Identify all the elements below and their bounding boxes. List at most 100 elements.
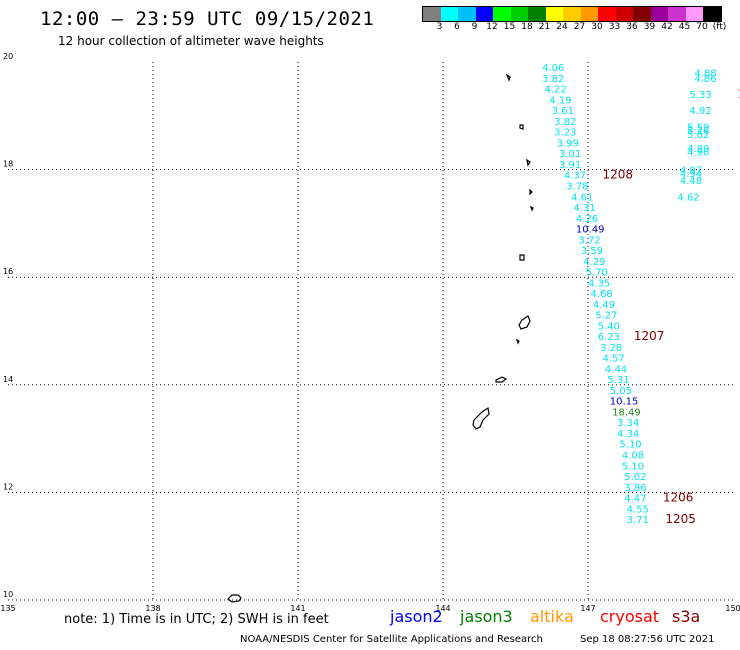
legend-label: 15 <box>503 22 516 32</box>
wave-height-value: 3.23 <box>554 128 576 139</box>
wave-height-value: 5.10 <box>622 461 644 472</box>
wave-height-value: 5.59 <box>687 122 709 133</box>
wave-height-value: 3.82 <box>554 117 576 128</box>
map-title: 12:00 – 23:59 UTC 09/15/2021 <box>40 8 375 30</box>
wave-height-value: 5.02 <box>687 130 709 141</box>
color-scale-legend <box>422 6 722 22</box>
legend-swatch <box>423 7 441 21</box>
wave-height-value: 4.57 <box>603 354 625 365</box>
wave-height-value: 5.40 <box>598 321 620 332</box>
satellite-name-s3a: s3a <box>672 607 701 626</box>
lat-tick-label: 14 <box>3 375 13 384</box>
wave-height-value: 4.86 <box>694 74 716 85</box>
wave-height-value: 4.62 <box>677 192 699 203</box>
lon-tick-label: 141 <box>290 604 305 613</box>
lon-tick-label: 150 <box>725 604 740 613</box>
legend-label: 18 <box>521 22 533 32</box>
legend-swatch <box>650 7 668 21</box>
legend-swatch <box>493 7 511 21</box>
wave-height-value: 4.68 <box>590 289 612 300</box>
legend-label: 6 <box>454 22 460 32</box>
legend-label: 70 <box>696 22 708 32</box>
credit-line: NOAA/NESDIS Center for Satellite Applica… <box>240 634 543 645</box>
lon-tick-label: 135 <box>0 604 15 613</box>
wave-height-value: 4.37 <box>564 171 586 182</box>
island-outline <box>529 188 533 196</box>
wave-height-value: 3.99 <box>557 138 579 149</box>
wave-height-value: 3.72 <box>578 235 600 246</box>
legend-swatch <box>563 7 581 21</box>
wave-height-labels: 4.063.824.224.193.613.823.233.993.013.91… <box>542 63 740 526</box>
wave-height-value: 3.82 <box>542 74 564 85</box>
wave-height-value: 5.27 <box>595 311 617 322</box>
lon-tick-label: 138 <box>145 604 160 613</box>
generation-timestamp: Sep 18 08:27:56 UTC 2021 <box>580 634 715 645</box>
wave-height-value: 4.31 <box>574 203 596 214</box>
island-outline <box>519 254 525 261</box>
legend-swatch <box>615 7 633 21</box>
wave-height-value: 4.92 <box>690 106 712 117</box>
satellite-name-jason2: jason2 <box>390 607 443 626</box>
wave-height-value: 5.33 <box>690 90 712 101</box>
legend-swatch <box>545 7 563 21</box>
pass-time-label: 1659 <box>738 87 740 101</box>
legend-swatch <box>633 7 651 21</box>
color-scale-labels: 3 6 9 12 15 18 21 24 27 30 33 36 39 42 45 70 (ft) <box>422 22 740 34</box>
legend-swatch <box>475 7 493 21</box>
axis-ticks: 20 18 16 14 12 10 135 138 141 144 147 150 <box>0 52 740 613</box>
satellite-name-altika: altika <box>530 607 574 626</box>
wave-height-value: 4.35 <box>588 278 610 289</box>
lat-tick-label: 20 <box>3 52 13 61</box>
legend-swatch <box>668 7 686 21</box>
lon-tick-label: 147 <box>580 604 595 613</box>
wave-height-value: 5.02 <box>624 472 646 483</box>
legend-label: 39 <box>643 22 656 32</box>
wave-height-value: 4.19 <box>549 95 571 106</box>
map-subtitle: 12 hour collection of altimeter wave hei… <box>58 34 324 48</box>
pass-time-label: 1207 <box>634 329 665 343</box>
pass-time-label: 1206 <box>663 491 694 505</box>
lat-tick-label: 10 <box>3 590 13 599</box>
wave-height-value: 3.78 <box>566 182 588 193</box>
lon-tick-label: 144 <box>435 604 450 613</box>
lat-tick-label: 18 <box>3 160 13 169</box>
wave-height-value: 3.91 <box>559 160 581 171</box>
legend-swatch <box>528 7 546 21</box>
island-outline <box>519 124 524 130</box>
wave-height-value: 3.61 <box>552 106 574 117</box>
footer-note: note: 1) Time is in UTC; 2) SWH is in fe… <box>64 612 329 627</box>
legend-label: 27 <box>573 22 586 32</box>
legend-swatch <box>458 7 476 21</box>
lat-tick-label: 16 <box>3 267 13 276</box>
pass-time-label: 1205 <box>665 512 696 526</box>
wave-height-value: 4.06 <box>542 63 564 74</box>
legend-swatch <box>685 7 703 21</box>
wave-height-value: 4.47 <box>624 494 646 505</box>
legend-label: 3 <box>436 22 443 32</box>
legend-swatch <box>510 7 528 21</box>
island-outline <box>472 406 490 430</box>
wave-height-value: 5.31 <box>607 375 629 386</box>
wave-height-value: 4.29 <box>583 257 605 268</box>
wave-height-value: 10.49 <box>576 225 605 236</box>
wave-height-value: 5.05 <box>610 386 632 397</box>
wave-height-value: 10.15 <box>610 397 639 408</box>
wave-height-value: 18.49 <box>612 407 641 418</box>
wave-height-value: 5.70 <box>586 268 608 279</box>
island-outline <box>518 315 531 330</box>
legend-label: 45 <box>678 22 691 32</box>
island-outline <box>227 594 242 603</box>
wave-height-value: 4.34 <box>617 429 639 440</box>
wave-height-value: 4.88 <box>694 69 716 80</box>
island-outline <box>529 205 534 212</box>
satellite-name-cryosat: cryosat <box>600 607 660 626</box>
island-outline <box>515 338 520 345</box>
wave-height-value: 3.59 <box>581 246 603 257</box>
wave-height-value: 3.34 <box>617 418 639 429</box>
wave-height-value: 4.55 <box>627 504 649 515</box>
legend-swatch <box>598 7 616 21</box>
wave-height-value: 4.22 <box>545 85 567 96</box>
satellite-name-jason3: jason3 <box>460 607 513 626</box>
